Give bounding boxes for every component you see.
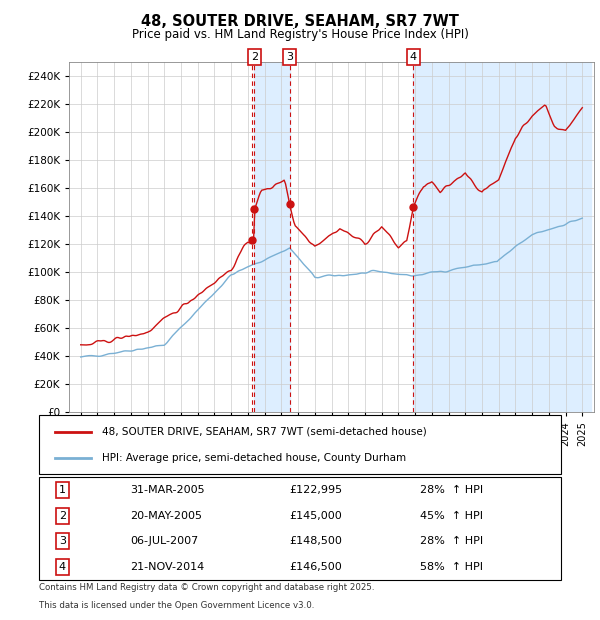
Text: 20-MAY-2005: 20-MAY-2005 bbox=[130, 511, 202, 521]
Bar bbox=[413, 62, 590, 412]
Text: This data is licensed under the Open Government Licence v3.0.: This data is licensed under the Open Gov… bbox=[39, 601, 314, 609]
Text: £148,500: £148,500 bbox=[290, 536, 343, 546]
Text: 4: 4 bbox=[59, 562, 66, 572]
Text: 06-JUL-2007: 06-JUL-2007 bbox=[130, 536, 199, 546]
Text: £145,000: £145,000 bbox=[290, 511, 343, 521]
Text: 45%  ↑ HPI: 45% ↑ HPI bbox=[420, 511, 483, 521]
Text: 2: 2 bbox=[59, 511, 66, 521]
Text: Price paid vs. HM Land Registry's House Price Index (HPI): Price paid vs. HM Land Registry's House … bbox=[131, 28, 469, 40]
Text: 1: 1 bbox=[59, 485, 66, 495]
Text: 48, SOUTER DRIVE, SEAHAM, SR7 7WT: 48, SOUTER DRIVE, SEAHAM, SR7 7WT bbox=[141, 14, 459, 29]
Text: £122,995: £122,995 bbox=[290, 485, 343, 495]
Text: 3: 3 bbox=[286, 52, 293, 62]
Text: £146,500: £146,500 bbox=[290, 562, 343, 572]
Text: Contains HM Land Registry data © Crown copyright and database right 2025.: Contains HM Land Registry data © Crown c… bbox=[39, 583, 374, 591]
Text: 28%  ↑ HPI: 28% ↑ HPI bbox=[420, 485, 483, 495]
Text: HPI: Average price, semi-detached house, County Durham: HPI: Average price, semi-detached house,… bbox=[101, 453, 406, 463]
Text: 58%  ↑ HPI: 58% ↑ HPI bbox=[420, 562, 483, 572]
Text: 48, SOUTER DRIVE, SEAHAM, SR7 7WT (semi-detached house): 48, SOUTER DRIVE, SEAHAM, SR7 7WT (semi-… bbox=[101, 427, 427, 437]
Text: 2: 2 bbox=[251, 52, 258, 62]
FancyBboxPatch shape bbox=[39, 415, 561, 474]
Bar bbox=[254, 62, 290, 412]
Text: 31-MAR-2005: 31-MAR-2005 bbox=[130, 485, 205, 495]
FancyBboxPatch shape bbox=[39, 477, 561, 580]
Text: 21-NOV-2014: 21-NOV-2014 bbox=[130, 562, 205, 572]
Text: 3: 3 bbox=[59, 536, 66, 546]
Text: 4: 4 bbox=[410, 52, 417, 62]
Text: 28%  ↑ HPI: 28% ↑ HPI bbox=[420, 536, 483, 546]
